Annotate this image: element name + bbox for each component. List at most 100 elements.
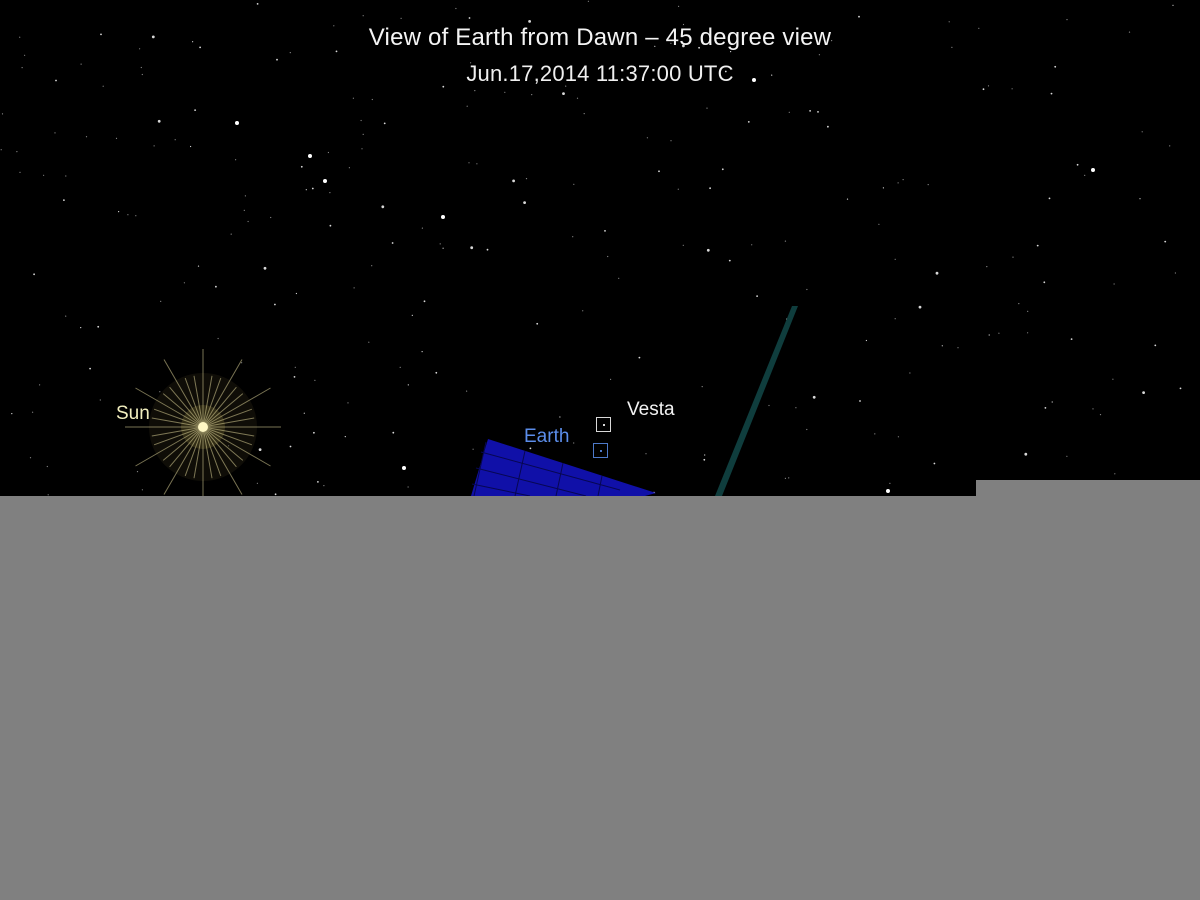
star [806, 428, 808, 431]
star [806, 288, 808, 291]
star [894, 318, 896, 320]
star [724, 70, 727, 73]
star [957, 347, 959, 349]
star [670, 42, 672, 45]
star [918, 305, 922, 309]
star [371, 265, 373, 267]
star [670, 140, 672, 142]
star [523, 201, 526, 205]
star [43, 174, 45, 176]
star [197, 265, 200, 267]
star [1051, 401, 1053, 403]
star [859, 400, 861, 402]
star [466, 390, 468, 392]
star [897, 436, 900, 438]
star [258, 448, 262, 451]
star [136, 471, 139, 473]
star [243, 209, 245, 211]
star [682, 44, 685, 48]
star [183, 282, 185, 284]
star [407, 486, 409, 488]
star [812, 395, 816, 399]
star [721, 168, 724, 171]
star [474, 90, 476, 92]
star [19, 36, 21, 38]
sun-ray [202, 426, 213, 479]
star [1027, 310, 1029, 312]
star [1142, 391, 1145, 394]
star [1044, 407, 1047, 409]
bright-star [402, 466, 406, 470]
star [352, 97, 354, 99]
star [361, 148, 363, 150]
star [728, 259, 731, 262]
star [335, 50, 338, 53]
star [677, 188, 679, 190]
sun-ray [193, 426, 204, 479]
star [1076, 163, 1079, 166]
star [528, 20, 531, 23]
star [305, 189, 307, 191]
star [21, 67, 23, 69]
star [329, 192, 331, 194]
star [1054, 65, 1057, 68]
star [29, 457, 32, 459]
star [882, 187, 885, 189]
star [344, 436, 346, 438]
star [1011, 88, 1013, 90]
vesta-marker-icon [596, 417, 611, 432]
star [902, 179, 904, 181]
sun-ray [151, 417, 204, 428]
sun-ray [184, 426, 204, 477]
sun-ray [163, 426, 204, 495]
star [858, 15, 860, 18]
star [329, 224, 332, 227]
star [217, 337, 219, 340]
star [157, 119, 161, 123]
star [466, 105, 468, 107]
star [371, 98, 373, 101]
star [756, 295, 758, 297]
star [289, 52, 291, 54]
star [63, 199, 65, 202]
star [795, 407, 797, 409]
star [1128, 31, 1131, 33]
star [362, 133, 364, 135]
star [935, 271, 939, 275]
star [1112, 378, 1114, 380]
star [730, 51, 732, 53]
sun-ray [135, 387, 204, 428]
star [455, 7, 457, 10]
star [333, 25, 335, 27]
star [638, 356, 641, 359]
star [703, 458, 706, 461]
star [80, 327, 82, 329]
bright-star [235, 121, 239, 125]
star [1066, 19, 1068, 21]
star [274, 303, 276, 306]
star [102, 85, 104, 87]
star [24, 54, 26, 56]
star [531, 94, 533, 96]
star [383, 122, 386, 125]
gray-overlay-bottom [0, 496, 1200, 900]
star [468, 17, 471, 19]
star [470, 246, 474, 250]
star [435, 371, 438, 374]
star [244, 195, 246, 197]
star [698, 46, 700, 49]
star [411, 314, 413, 316]
star [576, 97, 579, 99]
star [228, 445, 230, 447]
star [788, 477, 790, 479]
star [878, 223, 880, 225]
star [274, 493, 277, 496]
star [300, 165, 303, 168]
sun-ray [153, 426, 204, 446]
star [407, 384, 409, 386]
star [313, 431, 315, 434]
star [768, 32, 770, 34]
sun-glow [125, 349, 281, 505]
star [127, 214, 129, 216]
star [978, 27, 980, 29]
